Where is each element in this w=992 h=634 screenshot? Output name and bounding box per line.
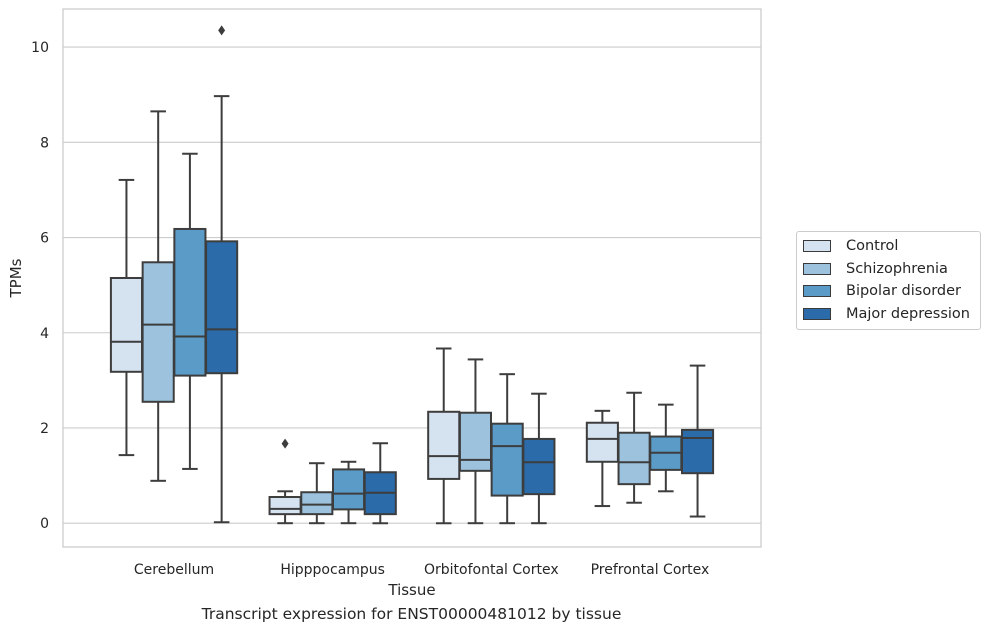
legend-label-schizophrenia: Schizophrenia [846, 260, 948, 277]
box-schizophrenia-0 [141, 110, 175, 482]
box-schizophrenia-3 [617, 391, 651, 504]
box-control-0 [109, 178, 144, 457]
box-body [490, 422, 524, 497]
box-body [205, 240, 239, 375]
box-body [331, 468, 366, 511]
box-control-3 [585, 409, 619, 508]
legend-label-bipolar-disorder: Bipolar disorder [846, 283, 961, 300]
legend-swatch-schizophrenia [803, 262, 831, 275]
box-body [617, 431, 651, 486]
axes: 0 2 4 6 8 10 Cerebellum Hipppocampus Orbitofonta… [31, 8, 762, 578]
box-body [585, 421, 619, 463]
plot-frame [62, 8, 762, 548]
x-tick-label: Orbitofontal Cortex [424, 562, 559, 578]
y-tick-label: 4 [40, 326, 49, 342]
box-bipolar-disorder-1 [331, 460, 366, 525]
x-tick-label: Hipppocampus [280, 562, 385, 578]
box-bipolar-disorder-0 [173, 152, 207, 470]
y-axis-label: TPMs [7, 258, 25, 298]
chart-caption: Transcript expression for ENST0000048101… [201, 605, 622, 623]
legend-swatch-major-depression [803, 307, 831, 320]
box-body [680, 428, 715, 475]
box-schizophrenia-1 [300, 462, 334, 525]
box-control-1 [268, 438, 302, 525]
y-tick-label: 6 [40, 231, 49, 247]
y-tick-label: 8 [40, 135, 49, 151]
box-plot-boxes [109, 25, 715, 525]
box-body [173, 227, 207, 377]
box-major-depression-2 [522, 392, 556, 525]
box-major-depression-1 [363, 442, 397, 525]
legend-label-major-depression: Major depression [846, 305, 970, 322]
box-major-depression-3 [680, 364, 715, 518]
box-control-2 [427, 347, 461, 525]
box-body [522, 437, 556, 496]
x-axis-label: Tissue [387, 581, 435, 599]
y-tick-label: 10 [31, 40, 49, 56]
box-body [458, 411, 493, 472]
box-schizophrenia-2 [458, 358, 493, 525]
box-body [141, 261, 175, 403]
legend-item-bipolar-disorder: Bipolar disorder [797, 280, 980, 303]
box-bipolar-disorder-2 [490, 373, 524, 525]
legend-swatch-control [803, 240, 831, 253]
legend-label-control: Control [846, 238, 899, 255]
x-tick-label: Prefrontal Cortex [591, 562, 710, 578]
x-tick-label: Cerebellum [134, 562, 214, 578]
legend-item-major-depression: Major depression [797, 303, 980, 326]
legend-item-control: Control [797, 235, 980, 258]
box-body [427, 410, 461, 480]
box-bipolar-disorder-3 [649, 403, 683, 493]
legend-item-schizophrenia: Schizophrenia [797, 258, 980, 281]
box-body [109, 277, 144, 373]
box-body [268, 496, 302, 516]
y-tick-label: 0 [40, 516, 49, 532]
legend-swatch-bipolar-disorder [803, 285, 831, 298]
box-body [300, 491, 334, 516]
box-major-depression-0 [205, 25, 239, 524]
legend: Control Schizophrenia Bipolar disorder M… [796, 231, 981, 330]
y-tick-label: 2 [40, 421, 49, 437]
outlier-marker [281, 438, 289, 449]
outlier-marker [218, 25, 226, 36]
